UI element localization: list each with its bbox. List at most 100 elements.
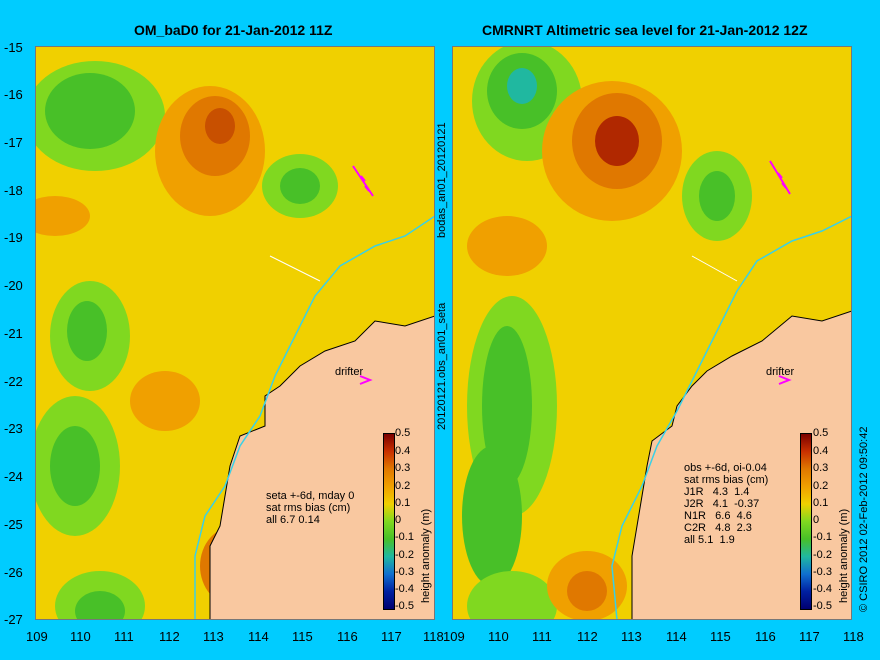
y-tick-label: -25 (4, 517, 23, 532)
anomaly-low (467, 571, 557, 620)
x-tick-label: 110 (70, 629, 91, 644)
anomaly-low (507, 68, 537, 104)
colorbar-tick: 0.2 (395, 480, 411, 492)
y-tick-label: -22 (4, 374, 23, 389)
x-tick-label: 113 (621, 629, 642, 644)
colorbar-label: height anomaly (m) (838, 508, 850, 603)
right-drifter-label: drifter (766, 366, 795, 378)
x-tick-label: 117 (799, 629, 820, 644)
colorbar-tick: 0 (395, 514, 402, 526)
right-map-svg (452, 46, 852, 620)
anomaly-low (75, 591, 125, 620)
anomaly-high (205, 108, 235, 144)
x-tick-label: 112 (159, 629, 180, 644)
y-tick-label: -26 (4, 565, 23, 580)
left-stats: seta +-6d, mday 0 sat rms bias (cm) all 6.… (266, 490, 354, 526)
stats-line: all 6.7 0.14 (266, 514, 320, 526)
x-tick-label: 115 (710, 629, 731, 644)
colorbar-label: height anomaly (m) (420, 508, 432, 603)
drifter-arrow (778, 375, 792, 385)
anomaly-high (567, 571, 607, 611)
colorbar-tick: 0.1 (395, 497, 411, 509)
drifter-track (769, 160, 791, 195)
anomaly-low (280, 168, 320, 204)
section-line (691, 255, 738, 282)
right-map-title: CMRNRT Altimetric sea level for 21-Jan-2… (482, 22, 808, 38)
x-tick-label: 113 (203, 629, 224, 644)
y-tick-label: -21 (4, 326, 23, 341)
colorbar-tick: -0.3 (395, 566, 414, 578)
colorbar-tick: 0.5 (813, 427, 829, 439)
x-tick-label: 115 (292, 629, 313, 644)
left-map-svg (35, 46, 435, 620)
x-tick-label: 112 (577, 629, 598, 644)
colorbar-tick: -0.3 (813, 566, 832, 578)
side-label-bottom: 20120121.obs_an01_seta (436, 302, 448, 430)
colorbar-tick: -0.2 (395, 549, 414, 561)
colorbar-gradient (800, 433, 812, 610)
colorbar-tick: -0.1 (395, 531, 414, 543)
colorbar-tick: 0 (813, 514, 820, 526)
colorbar-tick: -0.5 (395, 600, 414, 612)
anomaly-low (699, 171, 735, 221)
colorbar-tick: 0.2 (813, 480, 829, 492)
colorbar-tick: -0.5 (813, 600, 832, 612)
right-stats: obs +-6d, oi-0.04 sat rms bias (cm) J1R 4.… (684, 462, 768, 546)
x-tick-label: 116 (337, 629, 358, 644)
y-tick-label: -23 (4, 421, 23, 436)
drifter-track (352, 165, 374, 197)
x-tick-label: 110 (488, 629, 509, 644)
anomaly-high (595, 116, 639, 166)
shelf-contour (611, 215, 852, 620)
colorbar-tick: 0.5 (395, 427, 411, 439)
y-tick-label: -20 (4, 278, 23, 293)
colorbar-tick: 0.1 (813, 497, 829, 509)
anomaly-low (50, 426, 100, 506)
y-tick-label: -19 (4, 230, 23, 245)
colorbar-tick: 0.4 (813, 445, 829, 457)
y-tick-label: -24 (4, 469, 23, 484)
stats-line: C2R 4.8 2.3 (684, 522, 752, 534)
land-western-australia (209, 315, 435, 620)
anomaly-low (462, 446, 522, 586)
stats-line: seta +-6d, mday 0 (266, 490, 355, 502)
credit-text: © CSIRO 2012 02-Feb-2012 09:50:42 (858, 426, 870, 612)
anomaly-high (35, 196, 90, 236)
map-frame (452, 46, 852, 620)
anomaly-low (67, 301, 107, 361)
colorbar-tick: -0.4 (813, 583, 832, 595)
colorbar-tick: 0.3 (395, 462, 411, 474)
x-tick-label: 114 (248, 629, 269, 644)
stats-line: sat rms bias (cm) (684, 474, 769, 486)
colorbar-tick: -0.1 (813, 531, 832, 543)
colorbar-gradient (383, 433, 395, 610)
anomaly-high (467, 216, 547, 276)
stats-line: sat rms bias (cm) (266, 502, 351, 514)
stats-line: J2R 4.1 -0.37 (684, 498, 760, 510)
right-map-panel (452, 46, 852, 620)
colorbar-tick: -0.2 (813, 549, 832, 561)
anomaly-low (45, 73, 135, 149)
y-tick-label: -16 (4, 87, 23, 102)
side-label-top: bodas_an01_20120121 (436, 122, 448, 238)
colorbar-tick: 0.3 (813, 462, 829, 474)
y-tick-label: -18 (4, 183, 23, 198)
x-tick-label: 111 (114, 629, 134, 644)
anomaly-high (130, 371, 200, 431)
left-map-panel (35, 46, 435, 620)
colorbar-tick: -0.4 (395, 583, 414, 595)
x-tick-label: 109 (443, 629, 465, 644)
left-drifter-label: drifter (335, 366, 364, 378)
x-tick-label: 118 (843, 629, 864, 644)
stats-line: all 5.1 1.9 (684, 534, 735, 546)
anomaly-low (482, 326, 532, 486)
x-tick-label: 111 (532, 629, 552, 644)
y-tick-label: -27 (4, 612, 23, 627)
map-frame (35, 46, 435, 620)
drifter-arrow (359, 375, 373, 385)
stats-line: J1R 4.3 1.4 (684, 486, 750, 498)
shelf-contour (194, 215, 435, 620)
x-tick-label: 109 (26, 629, 48, 644)
y-tick-label: -15 (4, 40, 23, 55)
x-tick-label: 117 (381, 629, 402, 644)
